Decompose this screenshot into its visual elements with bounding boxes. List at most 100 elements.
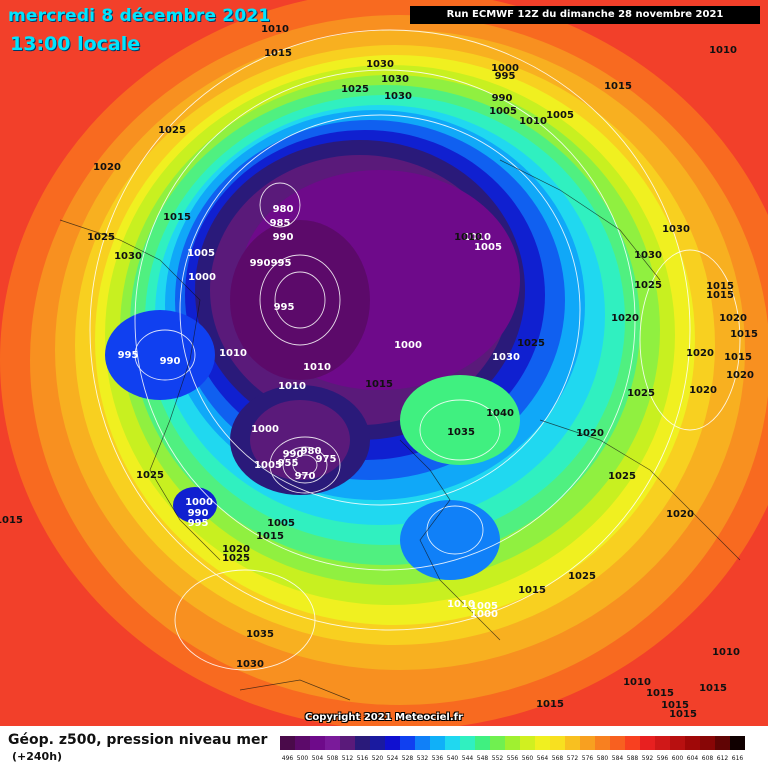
scale-value: 504 [312, 755, 324, 762]
pressure-label: 1005 [474, 242, 502, 253]
pressure-label: 1020 [719, 313, 747, 324]
scale-swatch [610, 736, 625, 750]
pressure-label: 1030 [384, 91, 412, 102]
pressure-label: 1010 [709, 45, 737, 56]
scale-value: 568 [552, 755, 564, 762]
scale-value: 524 [387, 755, 399, 762]
pressure-label: 1010 [261, 24, 289, 35]
scale-swatch [460, 736, 475, 750]
scale-value: 500 [297, 755, 309, 762]
scale-swatch [355, 736, 370, 750]
scale-value: 592 [642, 755, 654, 762]
scale-swatch [715, 736, 730, 750]
pressure-label: 1010 [463, 232, 491, 243]
pressure-label: 1020 [93, 162, 121, 173]
scale-value: 496 [282, 755, 294, 762]
forecast-date: mercredi 8 décembre 2021 [8, 6, 271, 26]
scale-swatch [730, 736, 745, 750]
scale-swatch [595, 736, 610, 750]
pressure-label: 1015 [661, 700, 689, 711]
color-scale: 496 500 504 508 512 516 520 524 528 532 536 540 544 5… [280, 736, 745, 762]
pressure-label: 1000 [491, 63, 519, 74]
scale-value: 576 [582, 755, 594, 762]
pressure-label: 990 [160, 356, 181, 367]
pressure-label: 995 [274, 302, 295, 313]
pressure-label: 1025 [568, 571, 596, 582]
pressure-label: 1005 [470, 601, 498, 612]
pressure-label: 1025 [222, 553, 250, 564]
scale-value: 516 [357, 755, 369, 762]
pressure-label: 1030 [381, 74, 409, 85]
pressure-label: 995 [188, 518, 209, 529]
pressure-label: 1015 [264, 48, 292, 59]
pressure-label: 1010 [447, 599, 475, 610]
forecast-map: 1010 1015 1030 1030 1030 1025 1000 995 9… [0, 0, 768, 726]
pressure-label: 1035 [246, 629, 274, 640]
isobars [89, 29, 741, 671]
scale-swatch [670, 736, 685, 750]
pressure-label: 1025 [341, 84, 369, 95]
pressure-label: 1030 [236, 659, 264, 670]
scale-swatch [400, 736, 415, 750]
pressure-label: 1010 [454, 232, 482, 243]
scale-value: 548 [477, 755, 489, 762]
model-run-banner: Run ECMWF 12Z du dimanche 28 novembre 20… [410, 6, 760, 24]
pressure-label: 1005 [489, 106, 517, 117]
pressure-label: 1015 [604, 81, 632, 92]
scale-value: 580 [597, 755, 609, 762]
pressure-label: 1030 [634, 250, 662, 261]
geopotential-shading [0, 0, 768, 726]
scale-value: 596 [657, 755, 669, 762]
pressure-label: 1005 [267, 518, 295, 529]
pressure-label: 1015 [699, 683, 727, 694]
pressure-label: 1020 [686, 348, 714, 359]
pressure-label: 1040 [486, 408, 514, 419]
pressure-label: 1000 [188, 272, 216, 283]
pressure-label: 1025 [634, 280, 662, 291]
scale-value: 528 [402, 755, 414, 762]
scale-value: 612 [717, 755, 729, 762]
pressure-label: 1015 [730, 329, 758, 340]
scale-swatch [325, 736, 340, 750]
pressure-label: 970 [295, 471, 316, 482]
pressure-label: 1000 [185, 497, 213, 508]
scale-swatch [385, 736, 400, 750]
scale-swatch [520, 736, 535, 750]
pressure-label: 1015 [536, 699, 564, 710]
scale-swatch [580, 736, 595, 750]
scale-swatch [415, 736, 430, 750]
pressure-label: 1020 [611, 313, 639, 324]
pressure-label: 1030 [492, 352, 520, 363]
scale-value: 600 [672, 755, 684, 762]
pressure-label: 990 [492, 93, 513, 104]
copyright-notice: Copyright 2021 Meteociel.fr [305, 712, 463, 723]
pressure-label: 1025 [517, 338, 545, 349]
pressure-label: 1010 [278, 381, 306, 392]
scale-value: 536 [432, 755, 444, 762]
forecast-lead-time: (+240h) [12, 750, 63, 763]
scale-swatch [535, 736, 550, 750]
pressure-label: 1020 [666, 509, 694, 520]
pressure-label: 1015 [365, 379, 393, 390]
scale-value: 584 [612, 755, 624, 762]
scale-swatch [280, 736, 295, 750]
scale-swatch [340, 736, 355, 750]
scale-value: 520 [372, 755, 384, 762]
pressure-label: 995 [495, 71, 516, 82]
scale-value: 588 [627, 755, 639, 762]
legend-title: Géop. z500, pression niveau mer [8, 732, 268, 748]
pressure-label: 1005 [254, 460, 282, 471]
scale-swatch [310, 736, 325, 750]
scale-value: 544 [462, 755, 474, 762]
pressure-label: 990 [250, 258, 271, 269]
pressure-label: 1020 [222, 544, 250, 555]
pressure-label: 995 [118, 350, 139, 361]
pressure-label: 995 [271, 258, 292, 269]
scale-value: 608 [702, 755, 714, 762]
scale-value: 564 [537, 755, 549, 762]
scale-swatch [370, 736, 385, 750]
scale-swatch [685, 736, 700, 750]
scale-swatch [445, 736, 460, 750]
pressure-label: 1015 [518, 585, 546, 596]
scale-value: 572 [567, 755, 579, 762]
